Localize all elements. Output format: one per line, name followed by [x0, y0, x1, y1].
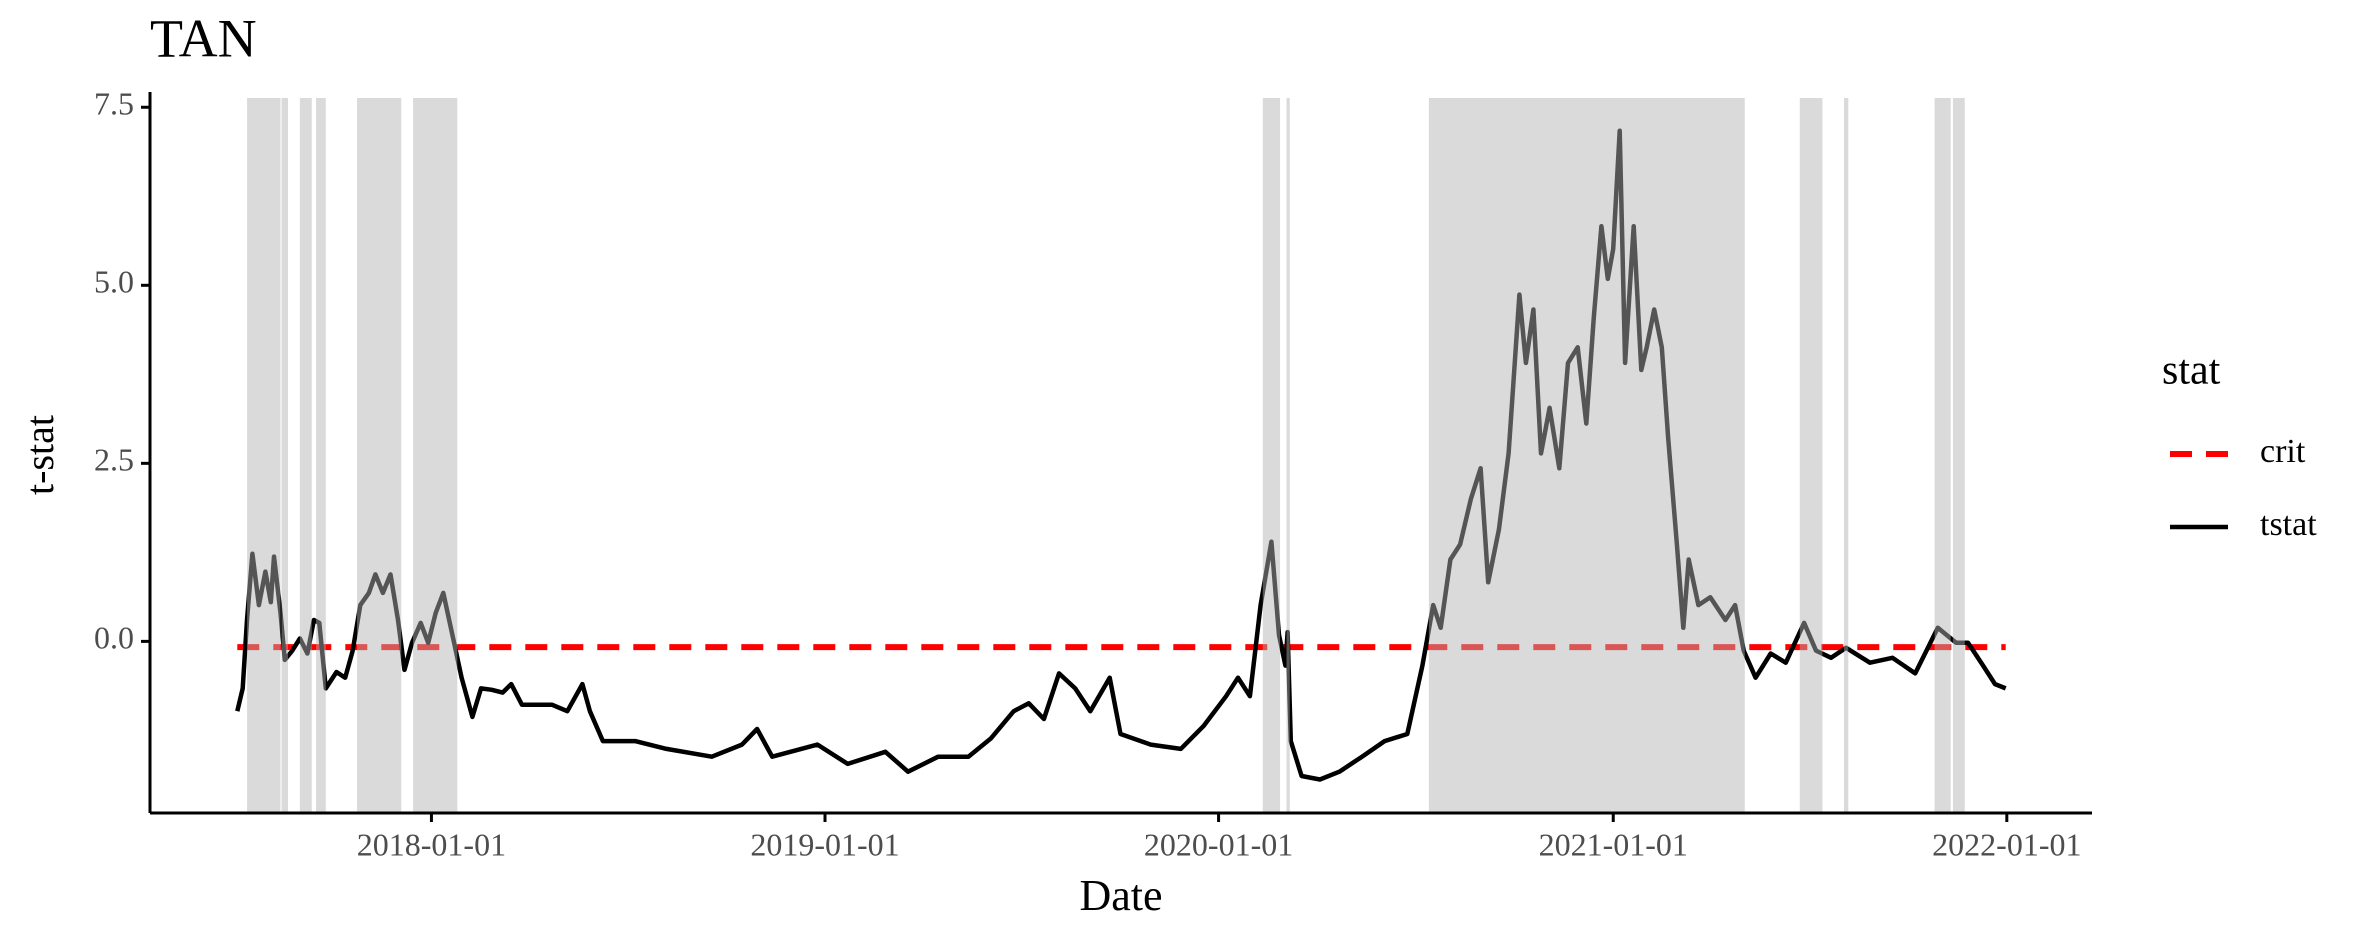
y-tick-label: 0.0 — [94, 620, 134, 656]
chart-title: TAN — [150, 8, 257, 68]
y-tick-label: 7.5 — [94, 86, 134, 122]
y-tick-label: 5.0 — [94, 264, 134, 300]
y-axis-title: t-stat — [17, 415, 62, 495]
shaded-period — [1428, 98, 1745, 813]
x-tick-label: 2018-01-01 — [357, 826, 506, 862]
series-line — [235, 128, 2007, 782]
legend-label: tstat — [2260, 506, 2317, 543]
x-tick-label: 2020-01-01 — [1144, 826, 1293, 862]
shaded-period — [1934, 98, 1951, 813]
shaded-period — [413, 98, 458, 813]
shaded-period — [316, 98, 326, 813]
x-tick-label: 2019-01-01 — [750, 826, 899, 862]
x-axis-title: Date — [1079, 871, 1162, 920]
x-tick-label: 2021-01-01 — [1539, 826, 1688, 862]
x-tick-label: 2022-01-01 — [1932, 826, 2081, 862]
shaded-period — [247, 98, 281, 813]
shaded-period — [281, 98, 289, 813]
legend-title: stat — [2162, 348, 2221, 394]
shaded-period — [1799, 98, 1823, 813]
shaded-period — [1286, 98, 1290, 813]
shaded-period — [299, 98, 312, 813]
shaded-period — [357, 98, 402, 813]
legend-label: crit — [2260, 433, 2306, 470]
shaded-period — [1843, 98, 1849, 813]
shaded-period — [1952, 98, 1965, 813]
y-tick-label: 2.5 — [94, 442, 134, 478]
shaded-period — [1262, 98, 1281, 813]
